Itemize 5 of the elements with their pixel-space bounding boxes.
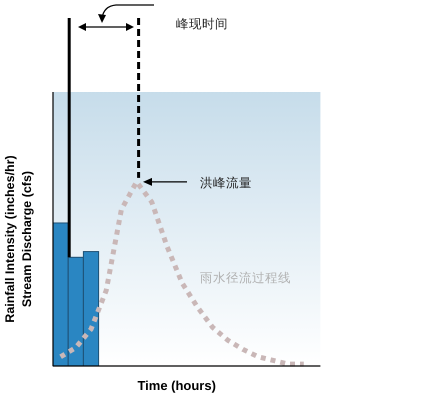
x-axis-title: Time (hours)	[137, 378, 216, 393]
text: 峰现时间	[176, 16, 228, 31]
y-axis-title: Rainfall Intensity (inches/hr) Stream Discharge (cfs)	[3, 155, 34, 323]
annotation: 雨水径流过程线	[200, 270, 291, 285]
annotation: 洪峰流量	[200, 174, 252, 190]
